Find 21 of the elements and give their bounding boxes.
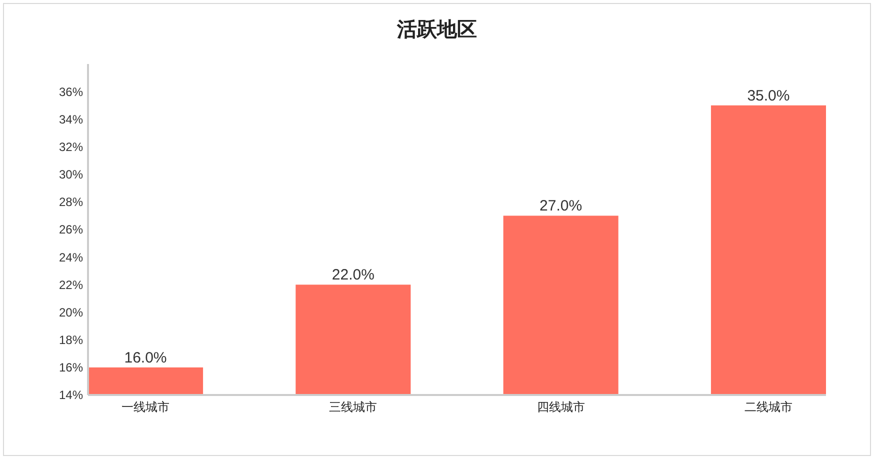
- chart-title: 活跃地区: [396, 19, 477, 41]
- y-tick-label: 30%: [58, 168, 84, 182]
- data-label: 16.0%: [124, 349, 167, 366]
- data-label: 22.0%: [332, 266, 374, 284]
- data-label: 35.0%: [747, 87, 790, 104]
- y-tick-label: 20%: [58, 305, 84, 320]
- y-tick-label: 34%: [58, 112, 84, 126]
- y-tick-label: 36%: [58, 84, 84, 99]
- y-tick-label: 32%: [58, 140, 84, 154]
- x-tick-label: 三线城市: [329, 400, 378, 414]
- x-tick-label: 四线城市: [536, 400, 585, 414]
- y-tick-label: 18%: [58, 333, 84, 348]
- x-tick-label: 二线城市: [744, 400, 792, 414]
- y-tick-label: 16%: [58, 360, 84, 375]
- y-tick-label: 24%: [58, 250, 84, 264]
- x-tick-label: 一线城市: [122, 400, 170, 414]
- data-label: 27.0%: [540, 198, 582, 215]
- y-tick-label: 26%: [58, 222, 84, 237]
- y-tick-label: 28%: [58, 195, 84, 210]
- y-tick-label: 14%: [58, 388, 84, 402]
- y-tick-label: 22%: [58, 278, 84, 292]
